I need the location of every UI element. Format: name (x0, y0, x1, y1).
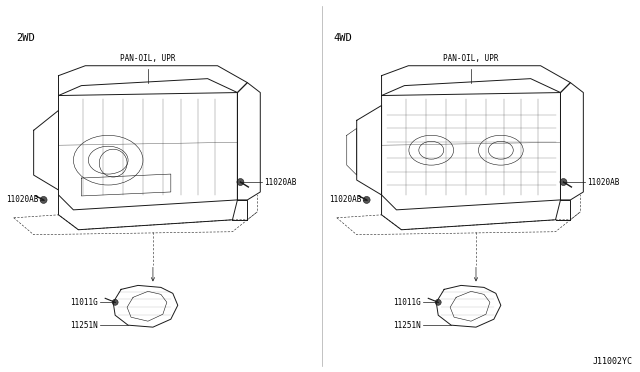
Text: 11251N: 11251N (394, 321, 421, 330)
Circle shape (560, 179, 567, 186)
Circle shape (112, 299, 118, 305)
Text: 11020AB: 11020AB (588, 177, 620, 186)
Circle shape (435, 299, 441, 305)
Text: J11002YC: J11002YC (592, 357, 632, 366)
Text: 11011G: 11011G (394, 298, 421, 307)
Text: 11020AB: 11020AB (6, 195, 38, 205)
Circle shape (363, 196, 370, 203)
Text: 11011G: 11011G (70, 298, 99, 307)
Circle shape (40, 196, 47, 203)
Text: 2WD: 2WD (16, 33, 35, 43)
Text: PAN-OIL, UPR: PAN-OIL, UPR (444, 54, 499, 63)
Text: 4WD: 4WD (334, 33, 353, 43)
Text: 11020AB: 11020AB (264, 177, 296, 186)
Text: PAN-OIL, UPR: PAN-OIL, UPR (120, 54, 176, 63)
Text: 11020AB: 11020AB (330, 195, 362, 205)
Circle shape (237, 179, 244, 186)
Text: 11251N: 11251N (70, 321, 99, 330)
